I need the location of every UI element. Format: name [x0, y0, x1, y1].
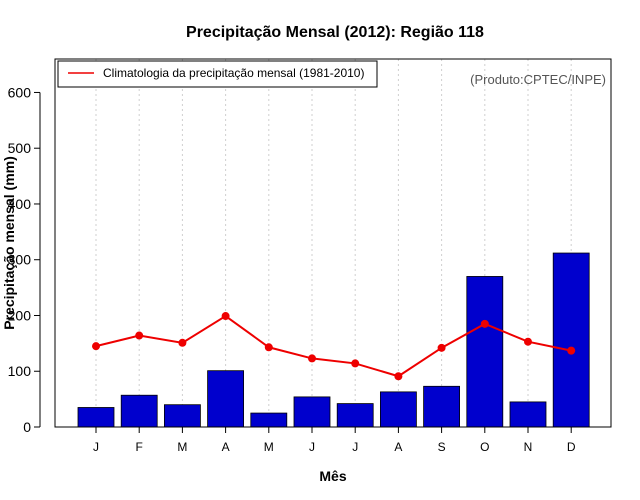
x-tick-label-0: J: [93, 440, 99, 454]
x-tick-label-11: D: [567, 440, 576, 454]
y-tick-label-400: 400: [8, 196, 32, 212]
legend: Climatologia da precipitação mensal (198…: [57, 60, 378, 88]
climatology-point-10: [524, 337, 532, 346]
x-tick-label-5: J: [309, 440, 315, 454]
plot-frame: [54, 58, 612, 428]
bar-0: [77, 407, 115, 428]
x-tick-label-3: A: [222, 440, 230, 454]
bars: [77, 252, 590, 428]
x-tick-label-6: J: [352, 440, 358, 454]
x-tick-label-4: M: [264, 440, 274, 454]
y-tick-label-0: 0: [23, 419, 31, 435]
x-tick-label-2: M: [177, 440, 187, 454]
x-tick-label-8: S: [438, 440, 446, 454]
y-tick-label-500: 500: [8, 140, 32, 156]
climatology-point-2: [178, 338, 187, 347]
climatology-point-8: [437, 343, 446, 352]
y-axis-label: Precipitação mensal (mm): [1, 156, 17, 330]
credit-text: (Produto:CPTEC/INPE): [470, 72, 606, 87]
bar-9: [466, 276, 504, 428]
climatology-point-9: [480, 319, 489, 328]
chart-title: Precipitação Mensal (2012): Região 118: [186, 24, 484, 41]
climatology-point-3: [221, 312, 230, 321]
bar-5: [293, 396, 331, 428]
climatology-point-11: [567, 346, 576, 355]
climatology-polyline: [95, 314, 572, 378]
bar-6: [336, 403, 374, 428]
bar-4: [250, 412, 288, 428]
y-tick-label-100: 100: [8, 363, 32, 379]
climatology-point-5: [308, 354, 316, 363]
bar-11: [552, 252, 590, 428]
climatology-point-0: [92, 342, 100, 351]
y-tick-label-200: 200: [8, 307, 32, 323]
y-tick-label-600: 600: [8, 84, 32, 100]
bar-1: [120, 394, 158, 428]
bar-3: [207, 370, 245, 428]
climatology-point-6: [351, 359, 360, 368]
y-tick-label-300: 300: [8, 252, 32, 268]
y-axis: 0 100 200 300 400 500 600: [8, 84, 41, 435]
x-axis-label: Mês: [319, 468, 346, 484]
climatology-point-4: [264, 343, 273, 352]
x-tick-label-10: N: [524, 440, 533, 454]
climatology-point-1: [135, 331, 144, 340]
bar-10: [509, 401, 547, 428]
climatology-line: [92, 312, 576, 381]
x-tick-label-1: F: [136, 440, 143, 454]
climatology-point-7: [394, 372, 403, 381]
bar-7: [379, 391, 417, 428]
legend-box: [57, 60, 378, 88]
x-tick-label-9: O: [480, 440, 489, 454]
x-tick-label-7: A: [394, 440, 402, 454]
legend-entry-climatology: Climatologia da precipitação mensal (198…: [103, 66, 364, 80]
bar-2: [163, 404, 201, 428]
bar-8: [423, 385, 461, 428]
